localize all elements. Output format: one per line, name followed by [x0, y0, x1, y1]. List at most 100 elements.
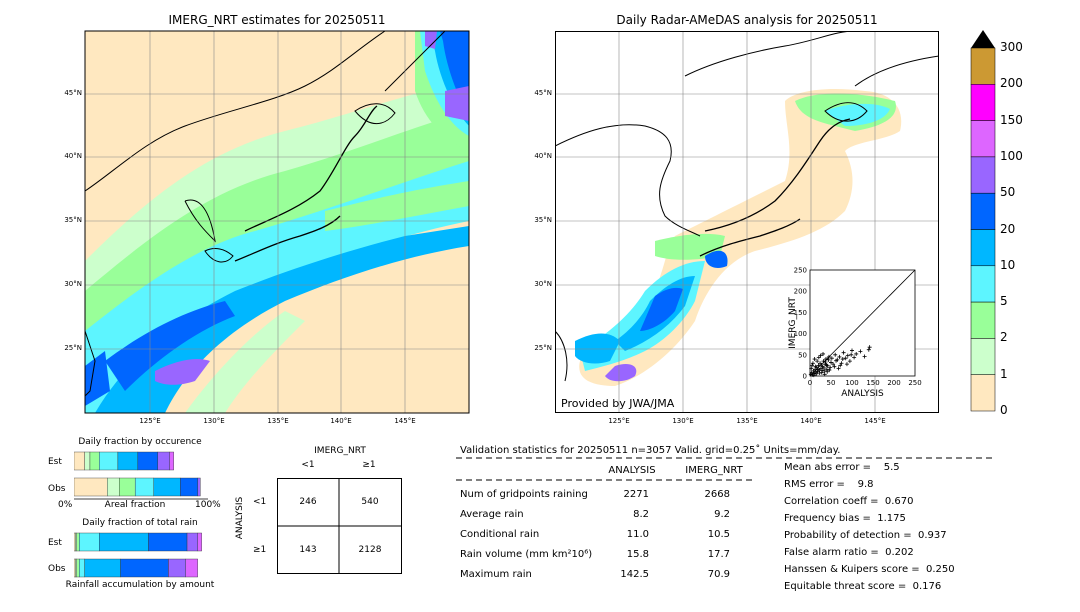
scatter-point [825, 369, 830, 374]
scatter-ytick: 250 [794, 267, 807, 275]
scatter-point [822, 368, 827, 373]
right-lat-label: 40°N [534, 152, 552, 160]
right-map [555, 31, 939, 413]
scatter-point [823, 360, 828, 365]
scatter-point [837, 354, 842, 359]
scatter-point [820, 368, 825, 373]
stat-analysis: 142.5 [620, 569, 649, 580]
fraction-bar-segment [185, 558, 198, 578]
fraction-bar-segment [186, 532, 198, 552]
scatter-point [844, 362, 849, 367]
scatter-xtick: 100 [845, 379, 858, 387]
scatter-point [816, 363, 821, 368]
scatter-point [832, 364, 837, 369]
occurence-title: Daily fraction by occurence [78, 437, 202, 447]
scatter-point [817, 371, 822, 376]
colorbar [970, 30, 996, 412]
scatter-point [821, 351, 826, 356]
fraction-bar-segment [76, 558, 80, 578]
left-lon-label: 135°E [267, 417, 289, 425]
fraction-bar-segment [197, 532, 202, 552]
colorbar-label: 5 [1000, 294, 1008, 309]
scatter-xtick: 250 [908, 379, 921, 387]
stat-imerg: 2668 [704, 489, 730, 500]
colorbar-cell [970, 301, 996, 339]
contingency-col-header: IMERG_NRT [314, 446, 366, 456]
scatter-point [814, 371, 819, 376]
score-line: Equitable threat score = 0.176 [784, 581, 942, 592]
scatter-point [831, 362, 836, 367]
scatter-point [826, 354, 831, 359]
right-lat-label: 30°N [534, 280, 552, 288]
scatter-ytick: 100 [794, 330, 807, 338]
stat-analysis: 11.0 [626, 529, 649, 540]
left-lat-label: 35°N [64, 216, 82, 224]
colorbar-cell [970, 156, 996, 194]
right-lon-label: 145°E [864, 417, 886, 425]
fraction-bar-segment [134, 477, 155, 497]
fraction-bar-segment [117, 451, 139, 471]
left-lat-label: 45°N [64, 89, 82, 97]
fraction-bar-segment [197, 477, 201, 497]
stat-imerg: 70.9 [707, 569, 730, 580]
fraction-bar-segment [74, 451, 85, 471]
scatter-point [843, 356, 848, 361]
contingency-row-lt1: <1 [253, 497, 267, 507]
colorbar-label: 300 [1000, 40, 1023, 54]
scatter-point [840, 357, 845, 362]
fraction-bar-segment [137, 451, 158, 471]
validation-divider [456, 457, 996, 459]
scatter-point [813, 364, 818, 369]
stat-analysis: 8.2 [633, 509, 649, 520]
scatter-xtick: 50 [827, 379, 836, 387]
scatter-diagonal [809, 269, 916, 377]
scatter-point [824, 362, 829, 367]
scatter-point [829, 356, 834, 361]
scatter-xtick: 0 [808, 379, 812, 387]
total-rain-bars [74, 532, 202, 578]
fraction-bar-segment [84, 451, 91, 471]
fraction-bar-segment [99, 451, 119, 471]
scatter-point [824, 367, 829, 372]
left-lon-label: 130°E [203, 417, 225, 425]
left-map-title: IMERG_NRT estimates for 20250511 [168, 13, 386, 27]
stat-imerg: 10.5 [707, 529, 730, 540]
occurence-axis-left: 0% [58, 500, 73, 510]
stat-label: Conditional rain [460, 529, 540, 540]
validation-col-analysis: ANALYSIS [608, 465, 656, 476]
colorbar-label: 200 [1000, 76, 1023, 91]
validation-col-imerg: IMERG_NRT [685, 465, 743, 476]
colorbar-label: 100 [1000, 148, 1023, 163]
scatter-point [854, 351, 859, 356]
left-lon-label: 145°E [394, 417, 416, 425]
right-lon-label: 135°E [736, 417, 758, 425]
stat-label: Average rain [460, 509, 524, 520]
scatter-point [822, 372, 827, 377]
colorbar-label: 50 [1000, 185, 1016, 200]
scatter-point [839, 361, 844, 366]
stat-analysis: 2271 [623, 489, 649, 500]
fraction-bar-segment [168, 558, 186, 578]
occurence-axis-right: 100% [195, 500, 221, 510]
validation-subdivider [456, 479, 756, 481]
contingency-row-ge1: ≥1 [253, 545, 267, 555]
occurence-est-label: Est [48, 457, 62, 467]
colorbar-cell [970, 47, 996, 85]
scatter-point [866, 347, 871, 352]
right-map-title: Daily Radar-AMeDAS analysis for 20250511 [616, 13, 878, 27]
colorbar-label: 0 [1000, 403, 1008, 417]
colorbar-cell [970, 120, 996, 158]
contingency-row-header: ANALYSIS [235, 496, 245, 540]
scatter-point [819, 370, 824, 375]
stat-imerg: 9.2 [714, 509, 730, 520]
colorbar-label: 1 [1000, 366, 1008, 381]
scatter-plot: 00 50 50 100 100 150 150 200 200 250 250 [794, 267, 922, 388]
right-lat-label: 25°N [534, 344, 552, 352]
left-lat-label: 40°N [64, 152, 82, 160]
score-line: Hanssen & Kuipers score = 0.250 [784, 564, 955, 575]
colorbar-cell [970, 84, 996, 121]
scatter-point [810, 363, 815, 368]
right-lon-label: 140°E [800, 417, 822, 425]
scatter-point [858, 349, 863, 354]
fraction-bar-segment [74, 477, 108, 497]
